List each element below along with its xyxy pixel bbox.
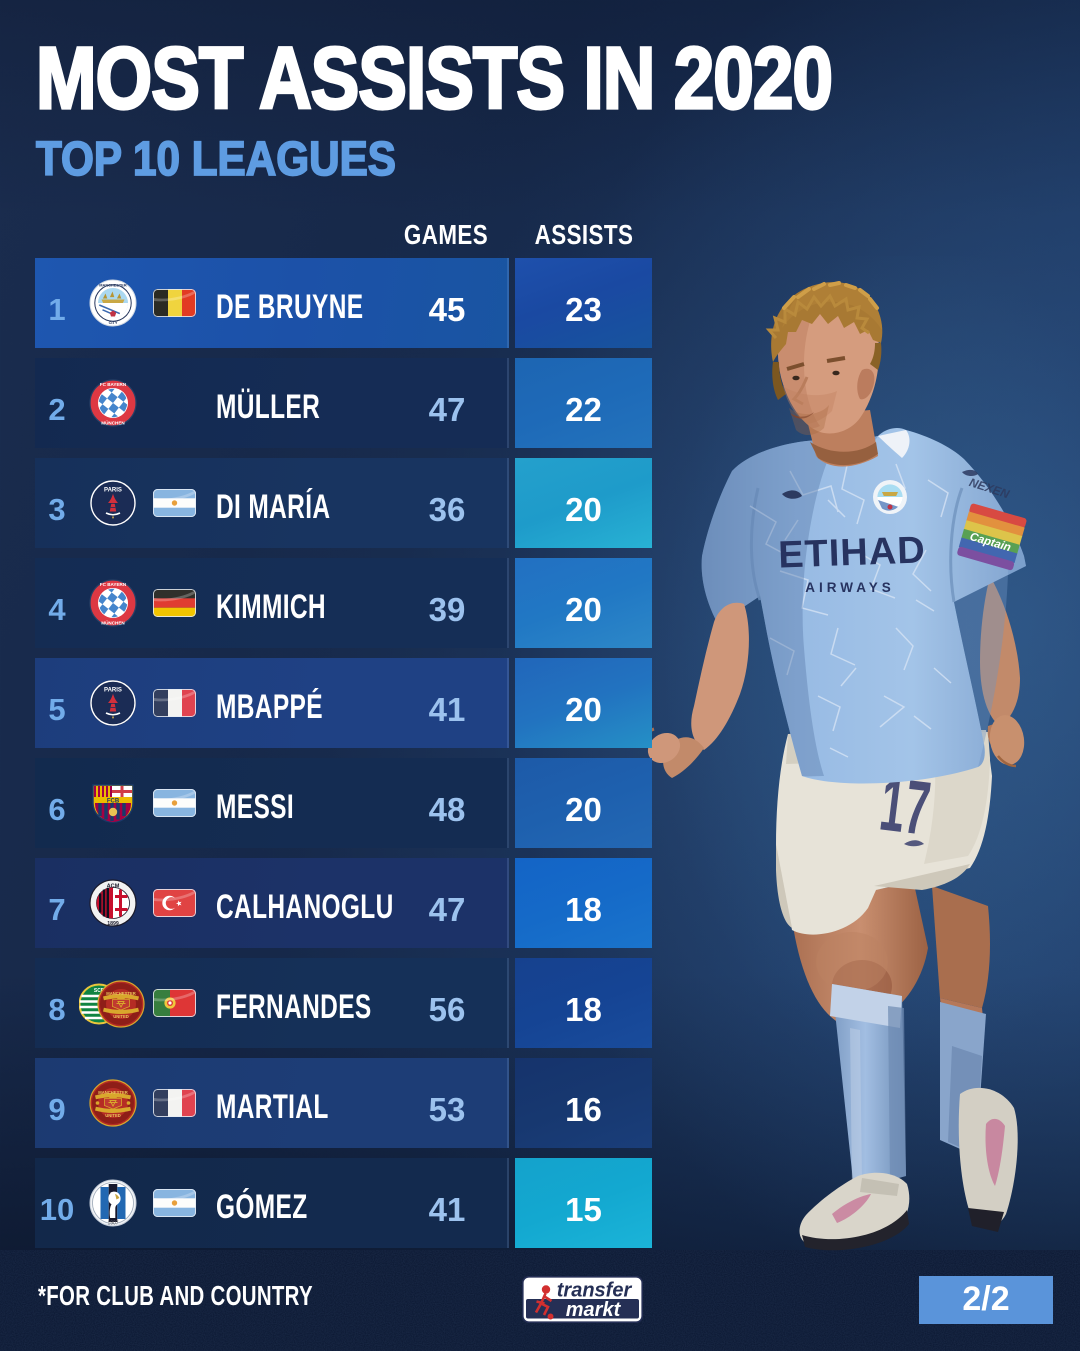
svg-text:1899: 1899 xyxy=(107,921,119,927)
svg-text:SCP: SCP xyxy=(94,988,105,994)
svg-text:markt: markt xyxy=(566,1299,622,1321)
svg-text:ACM: ACM xyxy=(107,884,120,890)
svg-text:PARIS: PARIS xyxy=(104,688,122,694)
svg-text:MANCHESTER: MANCHESTER xyxy=(106,991,136,996)
svg-text:ETIHAD: ETIHAD xyxy=(778,529,927,576)
svg-text:MÜNCHEN: MÜNCHEN xyxy=(101,419,125,425)
svg-text:MÜNCHEN: MÜNCHEN xyxy=(101,619,125,625)
svg-text:FCB: FCB xyxy=(107,798,120,804)
svg-text:MANCHESTER: MANCHESTER xyxy=(99,283,127,288)
svg-text:CITY: CITY xyxy=(109,320,118,325)
svg-text:UNITED: UNITED xyxy=(105,1113,121,1118)
svg-text:transfer: transfer xyxy=(557,1280,633,1302)
svg-text:1907: 1907 xyxy=(107,1221,118,1227)
svg-text:AIRWAYS: AIRWAYS xyxy=(805,580,895,595)
svg-text:UNITED: UNITED xyxy=(113,1014,129,1019)
svg-text:PARIS: PARIS xyxy=(104,488,122,494)
svg-text:MANCHESTER: MANCHESTER xyxy=(98,1090,128,1095)
svg-text:FC BAYERN: FC BAYERN xyxy=(100,382,127,387)
svg-text:FC BAYERN: FC BAYERN xyxy=(100,582,127,587)
